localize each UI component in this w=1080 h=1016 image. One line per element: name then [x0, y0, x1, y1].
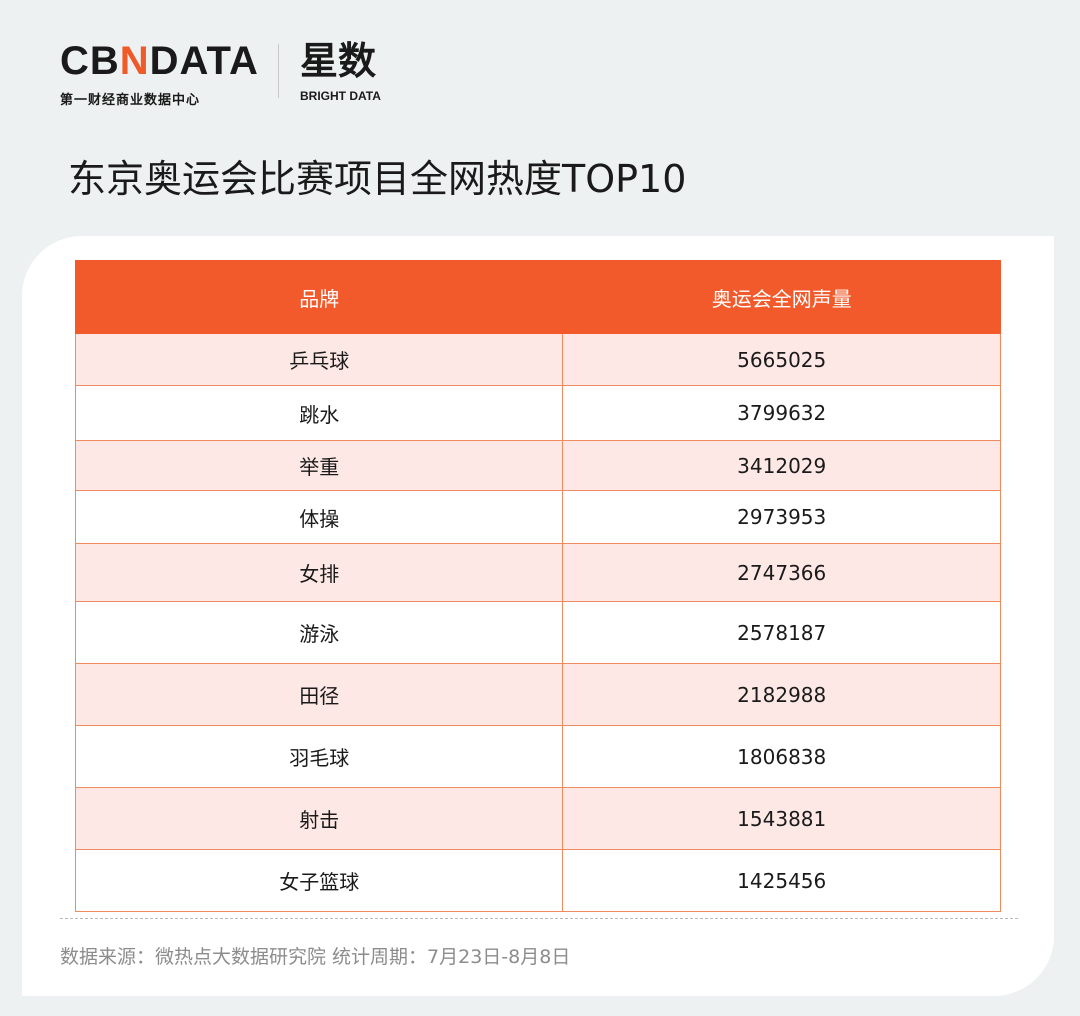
volume-value-cell: 2182988 [562, 663, 1001, 726]
cbndata-logo: CBNDATA [60, 39, 259, 83]
volume-value-cell: 2973953 [562, 490, 1001, 544]
table-header-row: 品牌 奥运会全网声量 [74, 260, 1001, 334]
volume-value-cell: 3799632 [562, 385, 1001, 441]
sport-name-cell: 羽毛球 [74, 725, 564, 788]
volume-value-cell: 1543881 [562, 787, 1001, 850]
sport-name-cell: 女排 [74, 543, 564, 602]
cbndata-subtitle: 第一财经商业数据中心 [60, 93, 201, 108]
table-body: 乒乓球 5665025 跳水 3799632 举重 3412029 体操 2973953 女排 2… [74, 333, 1001, 912]
sport-name-cell: 女子篮球 [74, 849, 564, 912]
sport-name-cell: 田径 [74, 663, 564, 726]
table-row: 游泳 2578187 [74, 601, 1001, 664]
sport-name-cell: 举重 [74, 440, 564, 491]
volume-value-cell: 1806838 [562, 725, 1001, 788]
page-title: 东京奥运会比赛项目全网热度TOP10 [68, 157, 687, 201]
table-row: 跳水 3799632 [74, 385, 1001, 441]
logo-divider [278, 44, 279, 98]
column-header-volume: 奥运会全网声量 [562, 260, 1001, 334]
table-row: 体操 2973953 [74, 490, 1001, 544]
volume-value-cell: 2578187 [562, 601, 1001, 664]
xingshu-subtitle: BRIGHT DATA [300, 89, 381, 103]
sport-name-cell: 乒乓球 [74, 333, 564, 386]
volume-value-cell: 3412029 [562, 440, 1001, 491]
table-row: 举重 3412029 [74, 440, 1001, 491]
sport-name-cell: 跳水 [74, 385, 564, 441]
sport-name-cell: 射击 [74, 787, 564, 850]
volume-value-cell: 2747366 [562, 543, 1001, 602]
volume-value-cell: 1425456 [562, 849, 1001, 912]
ranking-table: 品牌 奥运会全网声量 乒乓球 5665025 跳水 3799632 举重 3412029 体… [74, 260, 1001, 912]
volume-value-cell: 5665025 [562, 333, 1001, 386]
xingshu-logo: 星数 [300, 39, 377, 83]
table-row: 女排 2747366 [74, 543, 1001, 602]
table-row: 女子篮球 1425456 [74, 849, 1001, 912]
table-row: 乒乓球 5665025 [74, 333, 1001, 386]
sport-name-cell: 游泳 [74, 601, 564, 664]
sport-name-cell: 体操 [74, 490, 564, 544]
column-header-brand: 品牌 [74, 260, 564, 334]
brand-logos: CBNDATA 第一财经商业数据中心 星数 BRIGHT DATA [60, 38, 460, 108]
footer-divider [60, 918, 1018, 919]
table-row: 田径 2182988 [74, 663, 1001, 726]
table-row: 羽毛球 1806838 [74, 725, 1001, 788]
table-row: 射击 1543881 [74, 787, 1001, 850]
data-source-note: 数据来源：微热点大数据研究院 统计周期：7月23日-8月8日 [60, 946, 571, 968]
